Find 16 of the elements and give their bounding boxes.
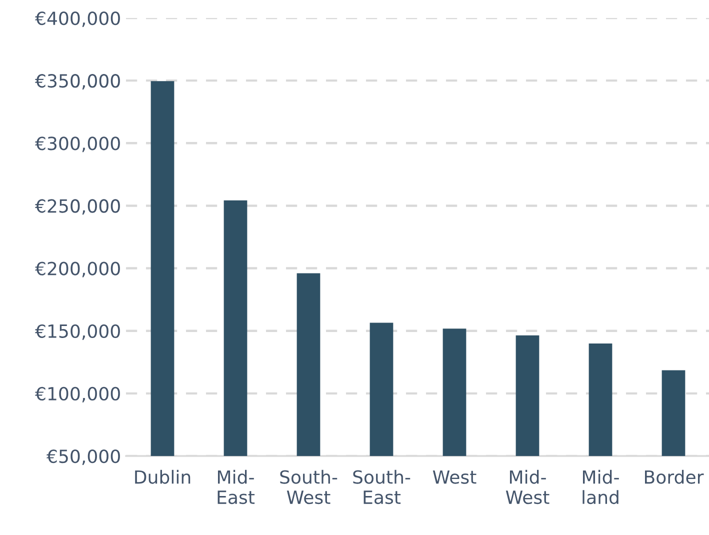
y-tick-label: €350,000	[34, 74, 120, 90]
y-tick-label: €400,000	[34, 11, 120, 27]
x-tick-label: South-West	[280, 470, 338, 504]
x-tick-label: Mid-West	[506, 470, 550, 504]
x-tick-label: Mid-East	[218, 470, 255, 504]
y-tick-label: €100,000	[34, 386, 120, 402]
x-tick-label: Mid-land	[582, 470, 619, 504]
y-tick-label: €300,000	[34, 136, 120, 152]
x-tick-label: Dublin	[135, 470, 190, 484]
y-tick-label: €250,000	[34, 199, 120, 215]
y-tick-label: €150,000	[34, 324, 120, 340]
x-tick-label: Border	[645, 470, 704, 484]
y-tick-label: €200,000	[34, 262, 120, 278]
x-tick-label: West	[432, 470, 476, 484]
x-tick-label: South-East	[353, 470, 410, 504]
y-tick-label: €50,000	[46, 449, 120, 465]
